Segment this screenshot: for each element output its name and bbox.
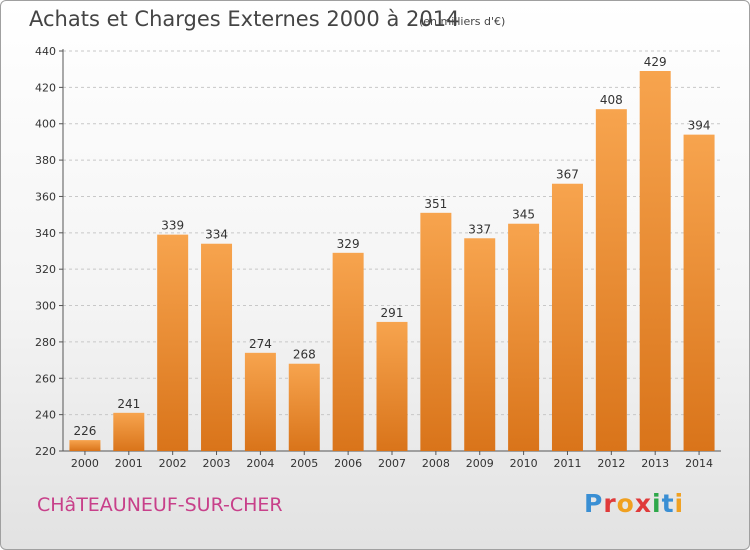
- bar-2008: [420, 212, 452, 451]
- bar-2007: [376, 321, 408, 451]
- bar-2004: [244, 352, 276, 451]
- x-tick-label-2012: 2012: [597, 457, 625, 470]
- logo-letter: r: [603, 489, 617, 518]
- x-tick-label-2000: 2000: [71, 457, 99, 470]
- logo-letter: x: [634, 489, 652, 518]
- x-tick-label-2001: 2001: [115, 457, 143, 470]
- y-tick-label: 400: [35, 118, 56, 131]
- logo-letter: i: [652, 489, 662, 518]
- y-tick-label: 420: [35, 81, 56, 94]
- bar-2013: [639, 71, 671, 451]
- data-label-2014: 394: [688, 119, 711, 133]
- bar-2001: [113, 412, 145, 451]
- y-tick-label: 360: [35, 190, 56, 203]
- y-tick-label: 220: [35, 445, 56, 458]
- data-label-2009: 337: [468, 222, 491, 236]
- logo-letter: o: [616, 489, 635, 518]
- proxiti-logo: Proxiti: [584, 489, 684, 518]
- data-label-2001: 241: [117, 397, 140, 411]
- bar-2003: [201, 243, 233, 451]
- y-tick-label: 300: [35, 300, 56, 313]
- axes: 220 240 260 280 300 320 340 360 380 400 420 440 2000…: [35, 45, 721, 470]
- bars: [69, 71, 715, 452]
- bar-2009: [464, 238, 496, 451]
- x-tick-label-2013: 2013: [641, 457, 669, 470]
- data-label-2005: 268: [293, 348, 316, 362]
- y-tick-label: 240: [35, 409, 56, 422]
- y-tick-label: 280: [35, 336, 56, 349]
- x-tick-label-2003: 2003: [203, 457, 231, 470]
- commune-name: CHâTEAUNEUF-SUR-CHER: [37, 494, 283, 516]
- x-tick-label-2014: 2014: [685, 457, 713, 470]
- x-tick-label-2010: 2010: [510, 457, 538, 470]
- data-label-2007: 291: [381, 306, 404, 320]
- data-labels: 226 241 339 334 274 268 329 291 351 337 345 367 408 4…: [73, 55, 710, 438]
- x-tick-label-2011: 2011: [553, 457, 581, 470]
- bar-2005: [288, 363, 320, 451]
- y-tick-label: 260: [35, 372, 56, 385]
- data-label-2012: 408: [600, 93, 623, 107]
- chart-title: Achats et Charges Externes 2000 à 2014: [29, 7, 460, 31]
- y-tick-label: 320: [35, 263, 56, 276]
- bar-2012: [595, 109, 627, 451]
- x-tick-label-2002: 2002: [159, 457, 187, 470]
- x-tick-label-2009: 2009: [466, 457, 494, 470]
- y-tick-label: 380: [35, 154, 56, 167]
- data-label-2002: 339: [161, 219, 184, 233]
- bar-2006: [332, 252, 364, 451]
- x-tick-label-2006: 2006: [334, 457, 362, 470]
- data-label-2004: 274: [249, 337, 272, 351]
- bar-2011: [551, 183, 583, 451]
- bar-2014: [683, 134, 715, 452]
- x-tick-label-2005: 2005: [290, 457, 318, 470]
- bar-2010: [508, 223, 540, 451]
- y-tick-label: 340: [35, 227, 56, 240]
- data-label-2011: 367: [556, 168, 579, 182]
- data-label-2006: 329: [337, 237, 360, 251]
- bar-2002: [157, 234, 189, 451]
- logo-letter: P: [584, 489, 604, 518]
- data-label-2013: 429: [644, 55, 667, 69]
- chart-unit: (en milliers d'€): [419, 15, 506, 28]
- data-label-2010: 345: [512, 208, 535, 222]
- logo-letter: t: [661, 489, 675, 518]
- x-tick-label-2004: 2004: [246, 457, 274, 470]
- x-tick-label-2008: 2008: [422, 457, 450, 470]
- data-label-2003: 334: [205, 228, 228, 242]
- bar-2000: [69, 440, 101, 451]
- y-tick-label: 440: [35, 45, 56, 58]
- data-label-2000: 226: [73, 424, 96, 438]
- logo-letter: i: [674, 489, 685, 518]
- x-tick-label-2007: 2007: [378, 457, 406, 470]
- data-label-2008: 351: [424, 197, 447, 211]
